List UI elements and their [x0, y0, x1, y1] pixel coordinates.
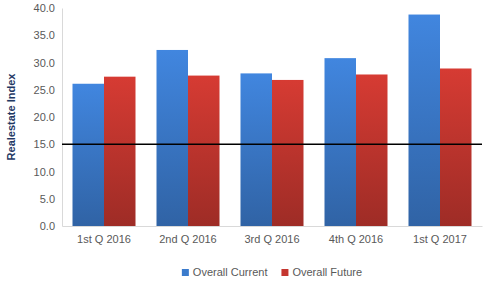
bar	[356, 74, 388, 226]
bar	[272, 80, 304, 226]
chart: 0.0 5.0 10.0 15.0 20.0 25.0 30.0 35.0 40.0 1st Q …	[0, 0, 488, 289]
legend-item: Overall Current	[182, 266, 268, 278]
legend-item: Overall Future	[281, 266, 362, 278]
bar	[73, 84, 105, 226]
plot: 0.0 5.0 10.0 15.0 20.0 25.0 30.0 35.0 40.0 1st Q …	[5, 2, 483, 245]
y-tick-label: 15.0	[34, 138, 55, 150]
bar	[409, 15, 441, 226]
bar	[440, 68, 472, 226]
bar	[157, 50, 189, 226]
bar	[104, 77, 136, 226]
bar	[188, 76, 220, 226]
y-tick: 30.0	[34, 57, 62, 69]
y-tick-label: 5.0	[40, 193, 55, 205]
y-axis-line	[62, 9, 63, 227]
y-tick-label: 30.0	[34, 57, 55, 69]
y-tick-label: 20.0	[34, 111, 55, 123]
y-tick-label: 10.0	[34, 166, 55, 178]
x-tick: 1st Q 2017	[413, 226, 467, 245]
legend-swatch	[182, 269, 189, 276]
series	[104, 68, 472, 226]
y-tick: 35.0	[34, 29, 62, 41]
x-tick-label: 4th Q 2016	[329, 233, 383, 245]
y-tick: 20.0	[34, 111, 62, 123]
y-axis: 0.0 5.0 10.0 15.0 20.0 25.0 30.0 35.0 40.0	[34, 2, 63, 232]
x-tick: 2nd Q 2016	[159, 226, 217, 245]
x-tick-label: 3rd Q 2016	[244, 233, 299, 245]
legend-label: Overall Current	[193, 266, 268, 278]
x-tick-label: 1st Q 2016	[77, 233, 131, 245]
bars	[62, 15, 482, 226]
reference-line	[62, 144, 482, 146]
x-tick: 1st Q 2016	[77, 226, 131, 245]
y-tick: 15.0	[34, 138, 62, 150]
series	[73, 15, 441, 226]
y-tick: 40.0	[34, 2, 62, 14]
bar	[241, 73, 273, 226]
x-axis: 1st Q 2016 2nd Q 2016 3rd Q 2016 4th Q 2016…	[63, 226, 483, 245]
y-tick: 0.0	[40, 220, 62, 232]
y-tick-label: 25.0	[34, 84, 55, 96]
bar	[325, 58, 357, 226]
y-tick: 25.0	[34, 84, 62, 96]
y-tick: 5.0	[40, 193, 62, 205]
y-axis-title: Realestate Index	[5, 73, 17, 161]
legend: Overall Current Overall Future	[182, 266, 362, 278]
y-tick: 10.0	[34, 166, 62, 178]
x-tick-label: 1st Q 2017	[413, 233, 467, 245]
y-tick-label: 40.0	[34, 2, 55, 14]
x-axis-line	[63, 226, 483, 227]
legend-label: Overall Future	[292, 266, 362, 278]
x-tick: 4th Q 2016	[329, 226, 383, 245]
legend-swatch	[281, 269, 288, 276]
y-tick-label: 35.0	[34, 29, 55, 41]
x-tick: 3rd Q 2016	[244, 226, 299, 245]
y-tick-label: 0.0	[40, 220, 55, 232]
x-tick-label: 2nd Q 2016	[159, 233, 217, 245]
